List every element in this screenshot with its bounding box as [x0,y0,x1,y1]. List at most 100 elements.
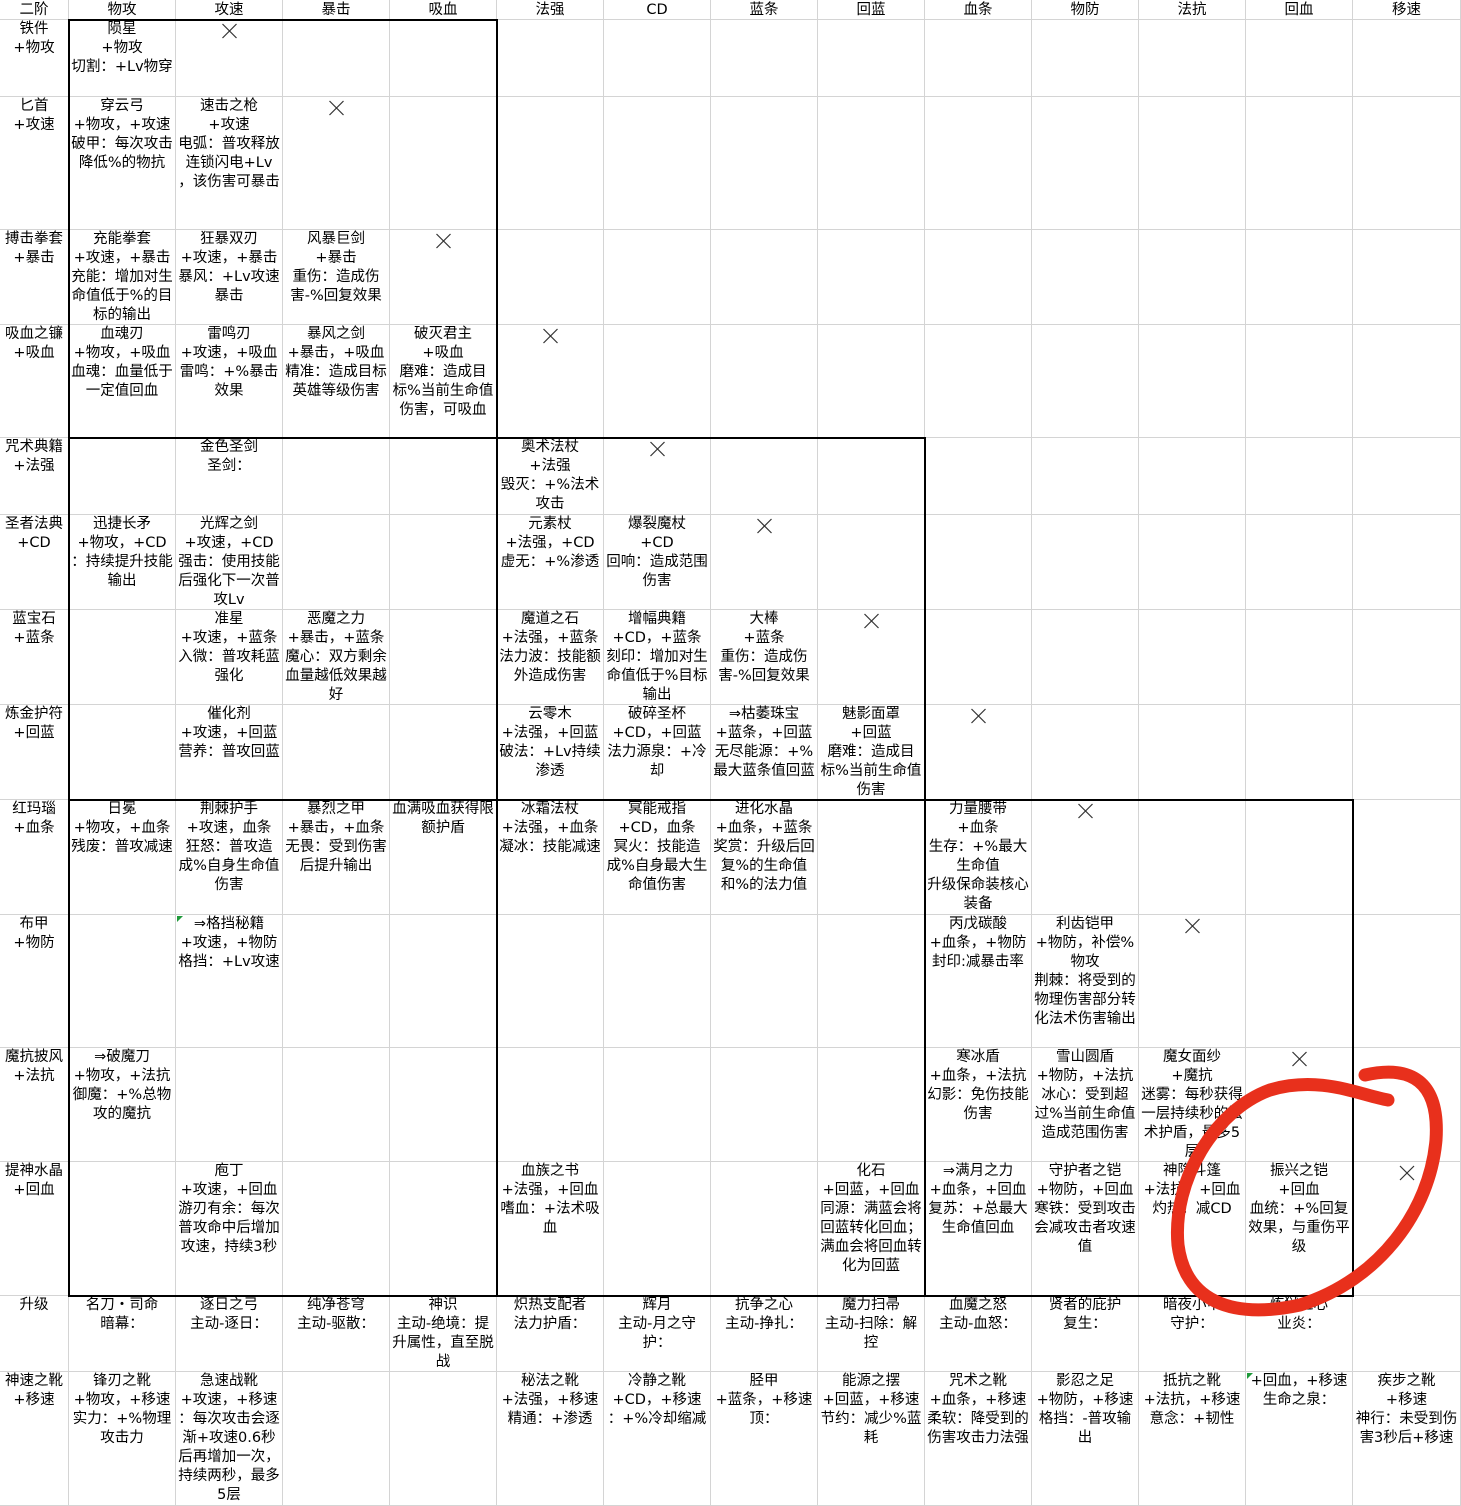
cell-text: +暴击 [315,250,357,266]
cell-text: 抵抗之靴 [1163,1373,1221,1389]
cell [604,915,711,1048]
cell-text: 冥能戒指 [628,801,686,817]
cell: 咒术之靴 +血条，+移速 柔软：降受到的伤害攻击力法强 [925,1372,1032,1506]
cell: 抵抗之靴 +法抗，+移速 意念：+韧性 [1139,1372,1246,1506]
row-label: 升级 [0,1296,69,1372]
cell-text: +攻速，+回血 [180,1182,278,1198]
cell: 寒冰盾 +血条，+法抗 幻影：免伤技能伤害 [925,1048,1032,1162]
cell [711,1048,818,1162]
cell-text: 能源之摆 [842,1373,900,1389]
cell-text: 魔心：双方剩余血量越低效果越好 [285,649,387,703]
cell-text: +CD，+蓝条 [612,630,702,646]
cell [1139,20,1246,97]
cell-text: 荆棘：将受到的物理伤害部分转化法术伤害输出 [1034,973,1136,1027]
cell-text: 充能拳套 [93,231,151,247]
cell-text: 暴击 [321,2,351,18]
cell-text: 意念：+韧性 [1149,1411,1235,1427]
cell-text: +物防，+移速 [1036,1392,1134,1408]
cell-text: 暴风之剑 [307,326,365,342]
cell: 雪山圆盾 +物防，+法抗 冰心：受到超过%当前生命值造成范围伤害 [1032,1048,1139,1162]
cell [604,20,711,97]
cell-text: 生命之泉： [1262,1392,1336,1408]
cell-text: 物防 [1070,2,1100,18]
cell-text: +法强，+移速 [501,1392,599,1408]
cell: 抗争之心 主动-挣扎： [711,1296,818,1372]
cell-text: +法强 [529,458,571,474]
cell [69,610,176,705]
cell: 金色圣剑 圣剑： [176,438,283,515]
cell [1032,515,1139,610]
cell-text: 法力波：技能额外造成伤害 [499,649,601,684]
cell-text: +魔抗 [1171,1068,1213,1084]
cell-text: +法抗，+移速 [1143,1392,1241,1408]
cell: 炽热支配者 法力护盾： [497,1296,604,1372]
cell-text: 狂怒：普攻造成%自身生命值伤害 [178,839,280,893]
cell-text: +物攻，+法抗 [73,1068,171,1084]
cell-text: 营养：普攻回蓝 [178,744,280,760]
cell [711,915,818,1048]
column-header: 回蓝 [818,0,925,20]
column-header: 物防 [1032,0,1139,20]
cell-text: +回蓝，+回血 [822,1182,920,1198]
cell [1032,610,1139,705]
cell-text: 准星 [214,611,244,627]
cell-text: +攻速，+回蓝 [180,725,278,741]
cell-text: 血满吸血获得限额护盾 [392,801,494,836]
cell: 血族之书 +法强，+回血 嗜血：+法术吸血 [497,1162,604,1296]
cell-text: 重伤：造成伤害-%回复效果 [718,649,810,684]
cell-text: 催化剂 [207,706,251,722]
cell-text: 切割：+Lv物穿 [71,59,173,75]
cell [604,230,711,325]
cell-text: 回响：造成范围伤害 [606,554,708,589]
cell-text: 生存：+%最大生命值 [928,839,1028,874]
cell-text: +移速 [1385,1392,1428,1408]
cell [497,230,604,325]
cell: 爆裂魔杖 +CD 回响：造成范围伤害 [604,515,711,610]
cell-text: ⇒破魔刀 [94,1049,150,1065]
cell-text: 法力护盾： [513,1316,587,1332]
cell-text: 恶魔之力 [307,611,365,627]
cell-text: 布甲 [19,916,49,932]
cell [925,515,1032,610]
cell [818,97,925,230]
cell: 魔力扫帚 主动-扫除：解控 [818,1296,925,1372]
cell: 血魔之怒 主动-血怒： [925,1296,1032,1372]
cell [1139,800,1246,915]
cell-text: +CD，+移速 [612,1392,702,1408]
cell: 魅影面罩 +回蓝 磨难：造成目标%当前生命值伤害 [818,705,925,800]
cell-text: 神行：未受到伤害3秒后+移速 [1355,1411,1458,1446]
cell-text: 主动-挣扎： [725,1316,803,1332]
cell: 神识 主动-绝境：提升属性，直至脱战 [390,1296,497,1372]
cell-text: 强击：使用技能后强化下一次普攻Lv [178,554,280,608]
cell-text: 入微：普攻耗蓝强化 [178,649,280,684]
cell [604,1048,711,1162]
cell-text: 速击之枪 [200,98,258,114]
cell-text: 虚无：+%渗透 [500,554,600,570]
cell-text: 神识 [428,1297,458,1313]
cell-text: 爆裂魔杖 [628,516,686,532]
cell-text: +法强，+蓝条 [501,630,599,646]
cell-text: 升级保命装核心装备 [927,877,1029,912]
cell-text: +法强，+CD [505,535,595,551]
cell: 守护者之铠 +物防，+回血 寒铁：受到攻击会减攻击者攻速值 [1032,1162,1139,1296]
cell-text: +物防，+回血 [1036,1182,1134,1198]
cell-text: 冥火：技能造成%自身最大生命值伤害 [606,839,708,893]
cell-text: +暴击，+蓝条 [287,630,385,646]
cell-text: 光辉之剑 [200,516,258,532]
cell-text: 冷静之靴 [628,1373,686,1389]
cross-mark [650,441,665,457]
cell-text: 顶： [749,1411,779,1427]
cell-text: 无尽能源：+%最大蓝条值回蓝 [713,744,815,779]
cell [1139,610,1246,705]
cell-text: +CD，+回蓝 [612,725,702,741]
cell: +回血，+移速 生命之泉： [1246,1372,1353,1506]
cell-text: 急速战靴 [200,1373,258,1389]
cell: 魔道之石 +法强，+蓝条 法力波：技能额外造成伤害 [497,610,604,705]
cell [711,20,818,97]
cell-text: 暗幕： [100,1316,144,1332]
cell [1032,438,1139,515]
cell-text: +物防，补偿%物攻 [1035,935,1135,970]
cell: 迅捷长矛 +物攻，+CD ：持续提升技能输出 [69,515,176,610]
cell: 急速战靴 +攻速，+移速 ：每次攻击会逐渐+攻速0.6秒后再增加一次，持续两秒，最多… [176,1372,283,1506]
cell-text: +CD [640,535,674,551]
